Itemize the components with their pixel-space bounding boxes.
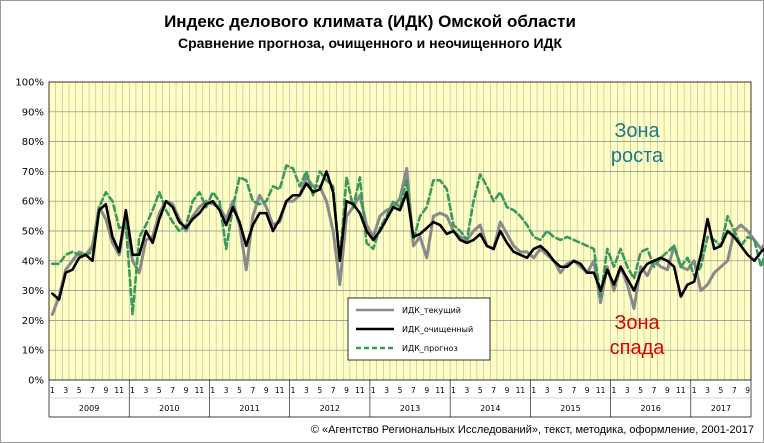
month-tick-label: 1 [612, 386, 617, 395]
year-tick-label: 2013 [400, 404, 420, 413]
zone-decline-label-line2: спада [610, 337, 666, 359]
month-tick-label: 5 [77, 386, 82, 395]
month-tick-label: 3 [384, 386, 389, 395]
month-tick-label: 11 [355, 386, 365, 395]
y-tick-label: 0% [28, 376, 44, 387]
y-tick-label: 90% [22, 107, 44, 118]
copyright-text: © «Агентство Региональных Исследований»,… [311, 424, 754, 436]
month-tick-label: 1 [291, 386, 296, 395]
month-tick-label: 3 [304, 386, 309, 395]
year-tick-label: 2016 [641, 404, 661, 413]
month-tick-label: 11 [435, 386, 445, 395]
month-tick-label: 3 [224, 386, 229, 395]
month-tick-label: 7 [491, 386, 496, 395]
month-tick-label: 5 [558, 386, 563, 395]
month-tick-label: 1 [692, 386, 697, 395]
month-tick-label: 9 [585, 386, 590, 395]
month-tick-label: 7 [331, 386, 336, 395]
month-tick-label: 9 [424, 386, 429, 395]
y-tick-label: 70% [22, 167, 44, 178]
month-tick-label: 3 [464, 386, 469, 395]
month-tick-label: 9 [344, 386, 349, 395]
legend: ИДК_текущий ИДК_очищенный ИДК_прогноз [347, 297, 491, 361]
zone-growth-label-line2: роста [611, 145, 664, 167]
month-tick-label: 11 [114, 386, 124, 395]
year-tick-label: 2014 [480, 404, 500, 413]
month-tick-label: 9 [505, 386, 510, 395]
chart-title: Индекс делового климата (ИДК) Омской обл… [164, 12, 576, 31]
month-tick-label: 11 [676, 386, 686, 395]
month-tick-label: 7 [571, 386, 576, 395]
month-tick-label: 9 [665, 386, 670, 395]
year-tick-label: 2017 [711, 404, 731, 413]
month-tick-label: 3 [545, 386, 550, 395]
y-tick-label: 100% [15, 78, 44, 89]
y-tick-label: 50% [22, 227, 44, 238]
month-tick-label: 9 [103, 386, 108, 395]
legend-entry-label: ИДК_текущий [402, 306, 461, 315]
month-tick-label: 3 [625, 386, 630, 395]
month-tick-label: 9 [264, 386, 269, 395]
month-tick-label: 1 [451, 386, 456, 395]
y-tick-label: 40% [22, 256, 44, 267]
month-tick-label: 5 [398, 386, 403, 395]
year-tick-label: 2011 [239, 404, 259, 413]
zone-decline-label-line1: Зона [614, 312, 660, 334]
month-tick-label: 1 [50, 386, 55, 395]
y-tick-label: 60% [22, 197, 44, 208]
month-tick-label: 9 [184, 386, 189, 395]
chart-subtitle: Сравнение прогноза, очищенного и неочище… [178, 35, 563, 51]
month-tick-label: 5 [317, 386, 322, 395]
month-tick-label: 3 [705, 386, 710, 395]
year-tick-label: 2010 [159, 404, 179, 413]
year-tick-label: 2009 [79, 404, 99, 413]
month-tick-label: 3 [144, 386, 149, 395]
legend-entry-label: ИДК_прогноз [402, 344, 458, 353]
month-tick-label: 3 [63, 386, 68, 395]
zone-growth-label-line1: Зона [614, 120, 660, 142]
month-tick-label: 11 [275, 386, 285, 395]
month-tick-label: 5 [719, 386, 724, 395]
month-tick-label: 1 [531, 386, 536, 395]
y-tick-label: 10% [22, 346, 44, 357]
y-tick-label: 80% [22, 137, 44, 148]
month-tick-label: 5 [638, 386, 643, 395]
month-tick-label: 7 [90, 386, 95, 395]
legend-entry-label: ИДК_очищенный [402, 325, 473, 334]
month-tick-label: 9 [745, 386, 750, 395]
month-tick-label: 5 [237, 386, 242, 395]
series-line-cleaned [51, 170, 764, 301]
year-tick-label: 2015 [560, 404, 580, 413]
month-tick-label: 1 [371, 386, 376, 395]
month-tick-label: 7 [251, 386, 256, 395]
month-tick-label: 7 [411, 386, 416, 395]
month-tick-label: 11 [596, 386, 606, 395]
y-tick-label: 20% [22, 316, 44, 327]
month-tick-label: 7 [170, 386, 175, 395]
month-tick-label: 11 [516, 386, 526, 395]
month-tick-label: 5 [478, 386, 483, 395]
month-tick-label: 11 [195, 386, 205, 395]
month-tick-label: 1 [130, 386, 135, 395]
y-tick-label: 30% [22, 286, 44, 297]
month-tick-label: 7 [732, 386, 737, 395]
month-tick-label: 5 [157, 386, 162, 395]
plot-border [48, 81, 752, 381]
month-tick-label: 7 [652, 386, 657, 395]
series-line-forecast [51, 164, 764, 316]
month-tick-label: 1 [210, 386, 215, 395]
year-tick-label: 2012 [320, 404, 340, 413]
